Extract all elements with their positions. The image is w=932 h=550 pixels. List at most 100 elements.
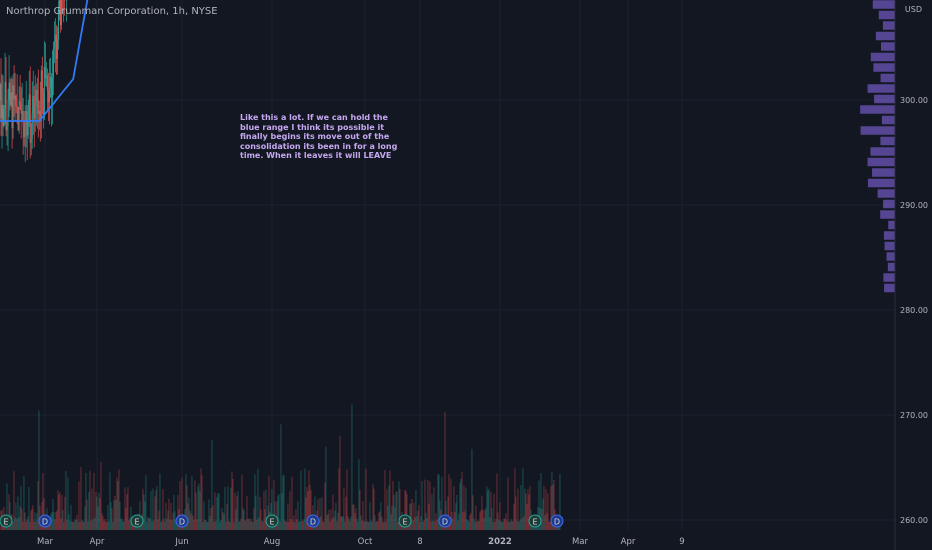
volume-bar: [454, 512, 456, 530]
volume-bar: [522, 468, 524, 530]
volume-bar: [120, 519, 122, 530]
volume-bar: [153, 520, 155, 530]
volume-bar: [282, 475, 284, 530]
dividend-marker[interactable]: D: [38, 514, 52, 528]
volume-bar: [479, 512, 481, 530]
volume-bar: [187, 503, 189, 530]
volume-bar: [246, 496, 248, 530]
volume-bar: [26, 519, 28, 530]
volume-bar: [354, 512, 356, 530]
marker-label: E: [3, 518, 8, 527]
volume-bar: [61, 494, 63, 530]
marker-label: E: [402, 518, 407, 527]
volume-bar: [345, 496, 347, 530]
earnings-marker[interactable]: E: [265, 514, 279, 528]
candle-body: [1, 104, 3, 119]
volume-bar: [320, 516, 322, 530]
volume-bar: [89, 470, 91, 530]
earnings-marker[interactable]: E: [398, 514, 412, 528]
volume-bar: [186, 485, 188, 530]
volume-bar: [260, 509, 262, 530]
earnings-marker[interactable]: E: [0, 514, 13, 528]
candle-body: [58, 0, 60, 7]
volume-bar: [231, 471, 233, 530]
volume-bar: [357, 521, 359, 530]
volume-bar: [273, 479, 275, 530]
volume-bar: [404, 489, 406, 530]
volume-bar: [375, 521, 377, 530]
volume-bar: [542, 498, 544, 530]
volume-bar: [300, 470, 302, 530]
volume-bar: [437, 474, 439, 530]
volume-profile-bar: [870, 52, 895, 62]
volume-bar: [155, 490, 157, 530]
volume-bar: [173, 494, 175, 530]
volume-bar: [73, 521, 75, 530]
volume-bar: [6, 483, 8, 530]
candle-body: [0, 84, 2, 119]
volume-bar: [333, 517, 335, 530]
time-axis[interactable]: Mar Apr Jun Aug Oct 8 2022 Mar Apr 9: [0, 531, 932, 550]
volume-bar: [29, 521, 31, 530]
volume-bar: [98, 492, 100, 530]
volume-bar: [310, 490, 312, 530]
volume-bar: [382, 521, 384, 530]
volume-bar: [146, 521, 148, 530]
volume-bar: [391, 505, 393, 530]
volume-bar: [366, 521, 368, 530]
volume-bar: [64, 496, 66, 530]
volume-bar: [396, 491, 398, 530]
volume-bar: [436, 519, 438, 530]
volume-bar: [256, 519, 258, 530]
volume-profile-bar: [882, 21, 895, 30]
volume-bar: [247, 518, 249, 530]
volume-bar: [176, 521, 178, 530]
dividend-marker[interactable]: D: [306, 514, 320, 528]
volume-bar: [28, 486, 30, 530]
dividend-marker[interactable]: D: [550, 514, 564, 528]
volume-bar: [96, 496, 98, 530]
volume-profile-bar: [875, 31, 895, 41]
volume-bar: [393, 494, 395, 530]
volume-bar: [305, 497, 307, 530]
volume-bar: [499, 502, 501, 530]
volume-bar: [25, 521, 27, 530]
volume-bar: [37, 481, 39, 530]
volume-profile-bar: [880, 210, 895, 219]
volume-bar: [507, 477, 509, 530]
volume-bar: [68, 514, 70, 530]
candle-body: [33, 96, 35, 119]
earnings-marker[interactable]: E: [130, 514, 144, 528]
volume-bar: [54, 519, 56, 530]
volume-bar: [528, 494, 530, 530]
candle-body: [10, 92, 12, 105]
earnings-marker[interactable]: E: [528, 514, 542, 528]
volume-profile-bar: [870, 147, 895, 156]
marker-circle: [550, 514, 564, 528]
volume-bar: [468, 521, 470, 530]
dividend-marker[interactable]: D: [438, 514, 452, 528]
volume-bar: [123, 521, 125, 530]
volume-bar: [23, 475, 25, 530]
candle-body: [23, 126, 25, 138]
price-axis[interactable]: USD260.00270.00280.00290.00300.00390.643…: [894, 0, 932, 550]
dividend-marker[interactable]: D: [175, 514, 189, 528]
volume-bar: [381, 516, 383, 530]
volume-bar: [74, 519, 76, 530]
time-tick-label: Mar: [37, 537, 54, 547]
volume-bar: [80, 467, 82, 530]
volume-bar: [70, 504, 72, 530]
candle-body: [46, 75, 48, 92]
volume-bar: [195, 492, 197, 530]
candle-body: [5, 82, 7, 131]
candle-body: [7, 99, 9, 126]
volume-bar: [349, 521, 351, 530]
candle-body: [60, 0, 62, 26]
candle-body: [9, 82, 11, 105]
volume-bar: [8, 494, 10, 530]
price-tick-label: 300.00: [900, 96, 928, 105]
volume-bar: [213, 521, 215, 530]
volume-bar: [336, 521, 338, 530]
